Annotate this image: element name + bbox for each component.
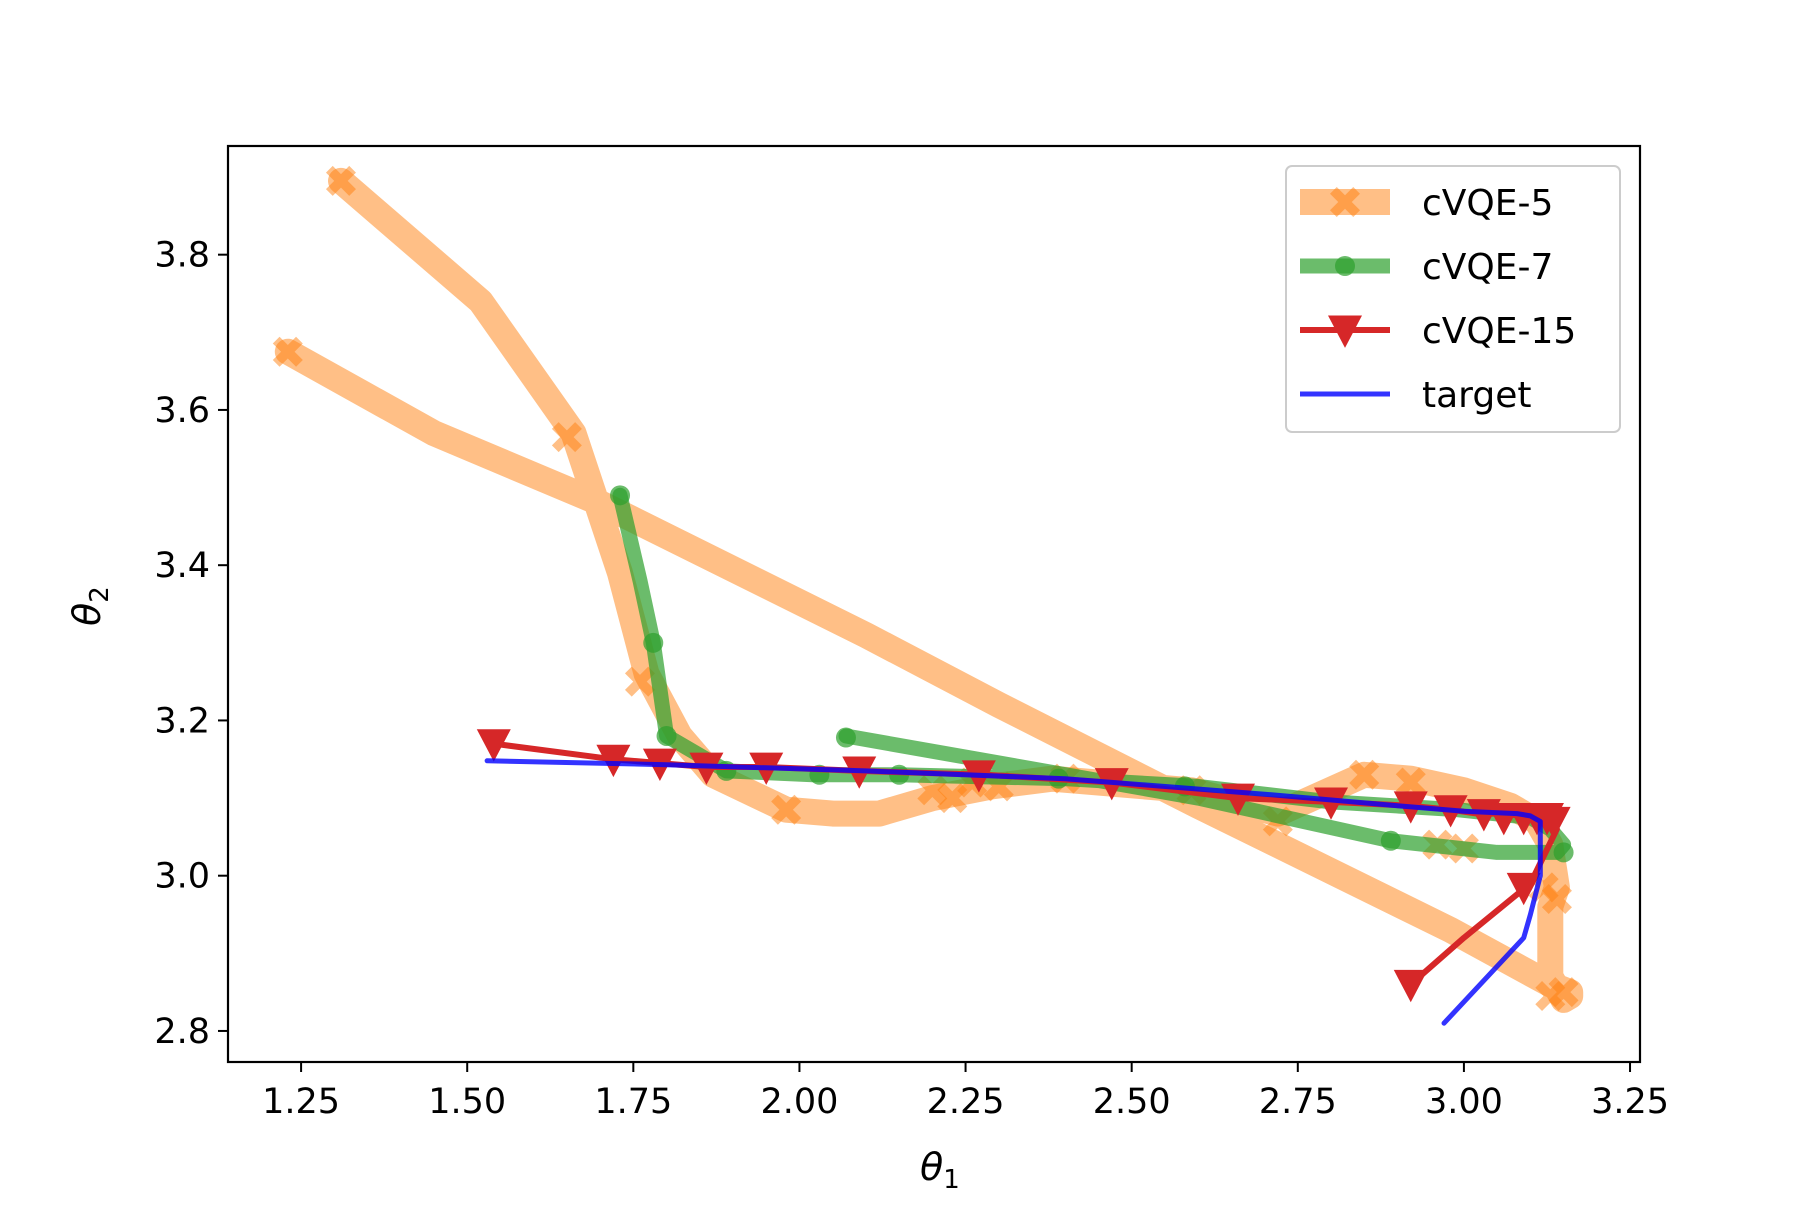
legend-item: cVQE-15 — [1300, 311, 1576, 352]
legend-swatch-marker — [1335, 256, 1355, 276]
x-tick-label: 2.00 — [760, 1082, 838, 1122]
x-tick-label: 3.00 — [1425, 1082, 1503, 1122]
data-point — [272, 336, 303, 367]
data-point — [624, 666, 655, 697]
data-point — [551, 422, 582, 453]
y-tick-label: 3.6 — [154, 391, 210, 431]
x-tick-label: 2.25 — [927, 1082, 1005, 1122]
data-point — [325, 165, 356, 196]
data-point — [643, 632, 664, 653]
data-point — [1349, 759, 1380, 790]
data-point — [771, 794, 802, 825]
data-point — [1393, 969, 1428, 1003]
x-tick-label: 2.75 — [1259, 1082, 1337, 1122]
legend-label: cVQE-7 — [1422, 247, 1553, 288]
x-tick-label: 1.25 — [262, 1082, 340, 1122]
y-axis-label: θ2 — [65, 586, 115, 626]
data-point — [1541, 883, 1572, 914]
y-tick-label: 3.2 — [154, 701, 210, 741]
axes-layer: 1.25 1.50 1.75 2.00 2.25 2.50 2.75 3.00 3.25 2.8 3… — [65, 144, 1669, 1195]
data-point — [1535, 981, 1566, 1012]
legend-swatch-marker — [1330, 187, 1360, 217]
data-point — [835, 727, 856, 748]
y-tick-label: 2.8 — [154, 1012, 210, 1052]
series-3 — [484, 758, 1543, 1026]
x-axis-label: θ1 — [920, 1145, 960, 1195]
data-point — [1553, 842, 1574, 863]
data-point — [1314, 787, 1349, 820]
x-tick-label: 1.50 — [428, 1082, 506, 1122]
legend-item: target — [1300, 375, 1531, 416]
legend-item: cVQE-7 — [1300, 247, 1553, 288]
x-tick-label: 3.25 — [1591, 1082, 1669, 1122]
plot-frame — [226, 144, 1642, 1064]
data-point — [1536, 806, 1571, 840]
legend-label: cVQE-5 — [1422, 183, 1553, 224]
y-tick-label: 3.0 — [154, 857, 210, 897]
data-point — [610, 485, 631, 506]
legend-label: target — [1422, 375, 1531, 416]
legend-label: cVQE-15 — [1422, 311, 1576, 352]
y-tick-label: 3.4 — [154, 546, 210, 586]
data-point — [1506, 872, 1541, 906]
legend: cVQE-5 cVQE-7 cVQE-15 target — [1285, 165, 1621, 433]
legend-box — [1285, 165, 1621, 433]
x-tick-label: 2.50 — [1093, 1082, 1171, 1122]
legend-swatch-marker — [1328, 315, 1362, 348]
x-tick-label: 1.75 — [594, 1082, 672, 1122]
data-point — [476, 729, 511, 762]
data-point — [656, 725, 677, 746]
legend-item: cVQE-5 — [1300, 183, 1553, 224]
series-layer — [272, 165, 1584, 1026]
data-point — [596, 744, 631, 778]
data-point — [1380, 830, 1401, 851]
series-line — [484, 758, 1543, 1026]
data-point — [689, 752, 724, 785]
y-tick-label: 3.8 — [154, 236, 210, 276]
data-point — [1395, 767, 1426, 798]
